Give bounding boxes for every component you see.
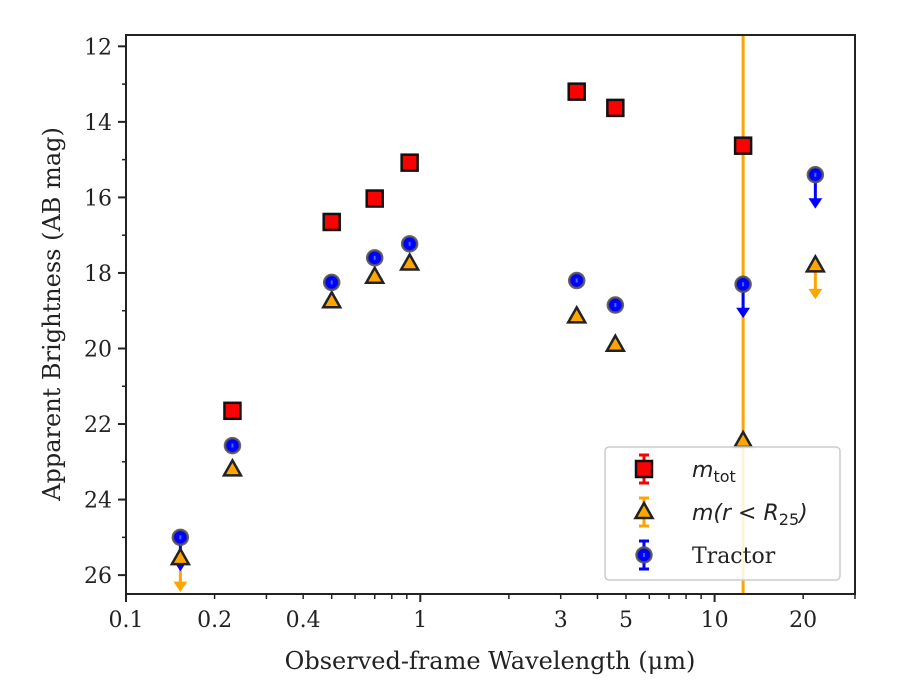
plot-layer xyxy=(169,35,827,594)
data-point-tractor xyxy=(606,296,625,314)
x-tick-label: 1 xyxy=(413,608,427,633)
markers-mr25 xyxy=(169,251,827,566)
data-point-mtot xyxy=(365,189,384,208)
data-point-tractor xyxy=(322,273,341,292)
x-tick-label: 5 xyxy=(619,608,633,633)
data-point-mr25 xyxy=(169,546,191,566)
markers-mtot xyxy=(223,82,753,421)
data-point-tractor xyxy=(223,436,242,455)
y-tick-label: 26 xyxy=(84,564,112,589)
data-point-mtot xyxy=(223,401,242,421)
data-point-mtot xyxy=(567,82,586,101)
y-tick-label: 16 xyxy=(84,186,112,211)
legend-label-mr25: m(r < R25) xyxy=(692,501,808,529)
data-point-tractor xyxy=(734,275,752,294)
data-point-mr25 xyxy=(804,253,827,273)
data-point-tractor xyxy=(400,235,419,253)
data-point-mr25 xyxy=(566,304,588,324)
data-point-tractor xyxy=(567,271,586,290)
data-point-mr25 xyxy=(604,333,626,352)
data-point-tractor xyxy=(171,528,190,547)
data-point-mr25 xyxy=(398,251,421,271)
data-point-mtot xyxy=(400,153,419,172)
data-point-tractor xyxy=(806,166,825,184)
x-axis-label: Observed-frame Wavelength (μm) xyxy=(285,647,696,675)
data-point-mtot xyxy=(733,136,753,155)
x-tick-label: 10 xyxy=(701,608,729,633)
data-point-mtot xyxy=(322,212,341,232)
axis-layer: 12 14 16 18 20 22 24 26 0.1 0.2 0.4 1 3 5 10 20 xyxy=(84,35,856,633)
markers-tractor xyxy=(171,166,825,547)
y-tick-label: 12 xyxy=(84,35,112,60)
data-point-mr25 xyxy=(732,429,754,449)
plot-frame xyxy=(125,34,856,595)
legend: mtot m(r < R25) Tractor xyxy=(604,446,841,581)
legend-marker-mtot xyxy=(634,459,654,479)
x-tick-label: 20 xyxy=(789,608,817,633)
x-tick-label: 0.2 xyxy=(197,608,232,633)
y-axis-label: Apparent Brightness (AB mag) xyxy=(38,127,66,502)
x-tick-label: 0.4 xyxy=(286,608,321,633)
data-point-mr25 xyxy=(321,289,343,309)
legend-marker-mr25 xyxy=(633,500,655,520)
y-tick-label: 18 xyxy=(84,262,112,287)
y-tick-label: 20 xyxy=(84,337,112,362)
data-point-mr25 xyxy=(364,265,386,284)
data-point-mr25 xyxy=(221,457,244,477)
y-tick-label: 14 xyxy=(84,111,112,136)
y-tick-label: 22 xyxy=(84,413,112,438)
data-point-mtot xyxy=(606,98,625,118)
legend-marker-tractor xyxy=(635,546,653,564)
legend-frame xyxy=(604,446,841,581)
x-tick-label: 0.1 xyxy=(109,608,144,633)
legend-label-tractor: Tractor xyxy=(692,544,776,569)
y-tick-label: 24 xyxy=(84,489,112,514)
data-point-tractor xyxy=(365,249,384,267)
x-tick-label: 3 xyxy=(554,608,568,633)
legend-label-mtot: mtot xyxy=(692,458,736,486)
